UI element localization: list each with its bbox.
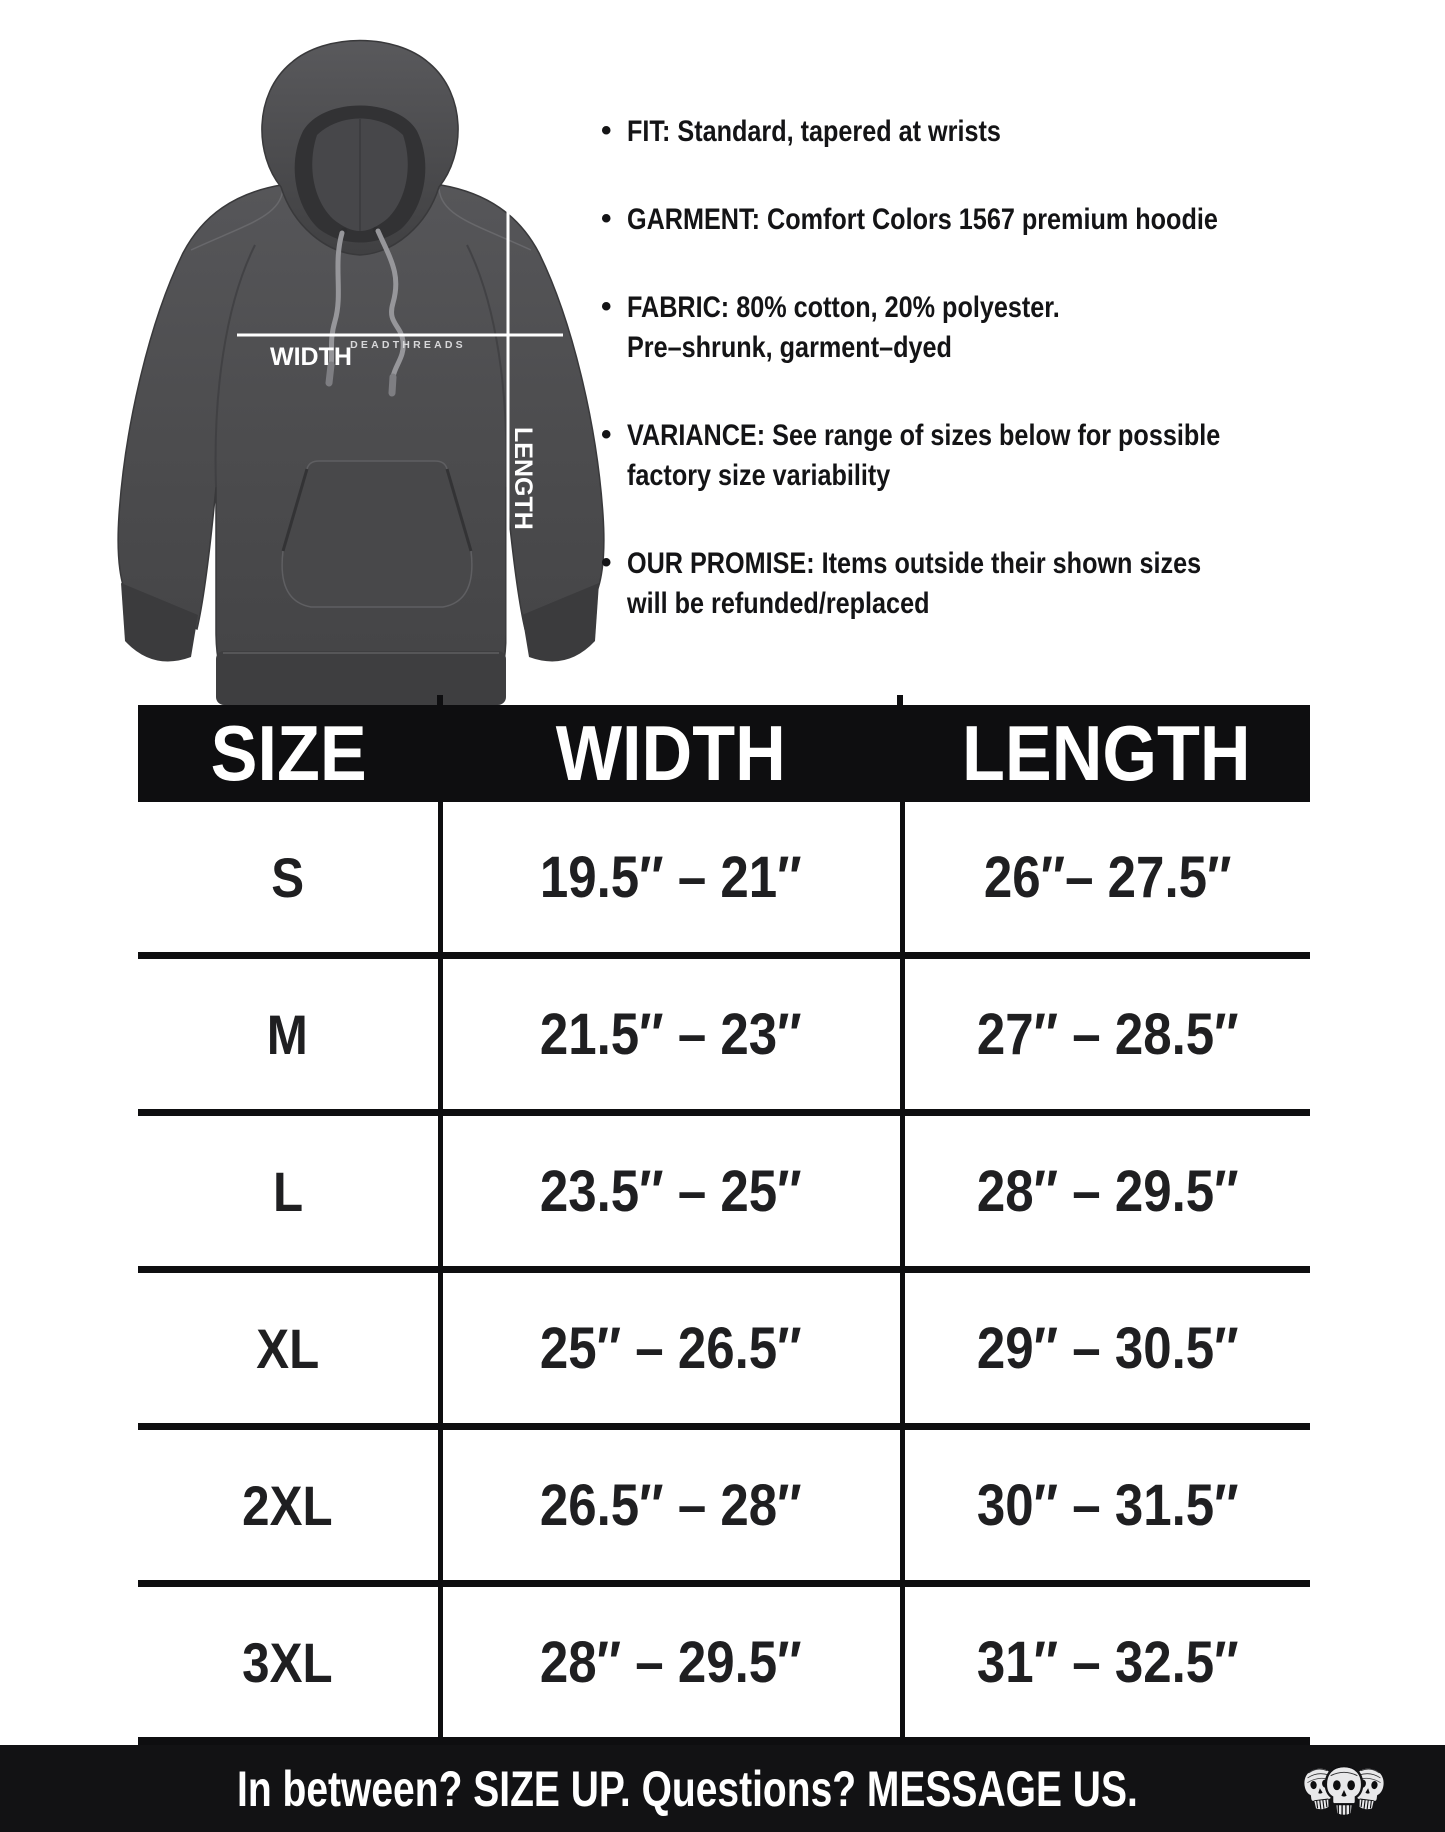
brand-text: DEADTHREADS	[350, 339, 466, 351]
table-row: L 23.5″ – 25″ 28″ – 29.5″	[138, 1109, 1310, 1270]
length-cell: 26″– 27.5″	[902, 802, 1310, 956]
drawstring-right	[375, 228, 406, 380]
width-cell: 28″ – 29.5″	[440, 1580, 905, 1742]
shoulder-stitch-right	[438, 188, 532, 251]
width-value: 23.5″ – 25″	[540, 1158, 802, 1224]
detail-item-garment: • GARMENT: Comfort Colors 1567 premium h…	[601, 200, 1218, 240]
kangaroo-pocket	[281, 460, 473, 608]
drawstring-left	[328, 230, 345, 368]
skulls-logo-icon	[1301, 1757, 1387, 1821]
size-chart-table: SIZE WIDTH LENGTH S 19.5″ – 21″ 26″– 27.…	[138, 705, 1310, 1746]
hoodie-illustration: DEADTHREADS WIDTH LENGTH	[117, 39, 605, 706]
width-cell: 21.5″ – 23″	[440, 952, 905, 1113]
header-label: LENGTH	[961, 709, 1251, 797]
size-value: L	[272, 1159, 303, 1223]
table-header-row: SIZE WIDTH LENGTH	[138, 705, 1310, 802]
length-value: 27″ – 28.5″	[976, 1001, 1239, 1067]
footer-message-text: In between? SIZE UP. Questions? MESSAGE …	[237, 1760, 1138, 1817]
cuff-left	[121, 583, 198, 662]
bullet-icon: •	[601, 418, 612, 451]
detail-text: VARIANCE: See range of sizes below for p…	[627, 419, 1221, 452]
detail-text: Pre–shrunk, garment–dyed	[627, 331, 952, 364]
size-column-header: SIZE	[138, 705, 440, 802]
size-value: 2XL	[242, 1473, 333, 1537]
bullet-icon: •	[601, 202, 612, 235]
size-cell: L	[138, 1109, 443, 1270]
size-cell: 3XL	[138, 1580, 443, 1742]
width-cell: 23.5″ – 25″	[440, 1109, 905, 1270]
header-label: WIDTH	[555, 709, 787, 797]
detail-item-fit: • FIT: Standard, tapered at wrists	[601, 112, 1186, 152]
header-label: SIZE	[210, 709, 368, 797]
table-row: XL 25″ – 26.5″ 29″ – 30.5″	[138, 1266, 1310, 1427]
hoodie-body	[117, 184, 605, 706]
product-details-list: • FIT: Standard, tapered at wrists • GAR…	[601, 112, 1220, 624]
drawstring-left-aglet	[325, 361, 335, 387]
width-value: 21.5″ – 23″	[540, 1001, 802, 1067]
detail-text: OUR PROMISE: Items outside their shown s…	[627, 547, 1202, 580]
armhole-seam-right	[466, 244, 508, 488]
size-value: M	[267, 1002, 309, 1066]
bullet-icon: •	[601, 290, 612, 323]
bullet-icon: •	[601, 546, 612, 579]
size-value: S	[271, 845, 305, 909]
length-value: 29″ – 30.5″	[976, 1315, 1239, 1381]
detail-text: FIT: Standard, tapered at wrists	[627, 115, 1001, 148]
cuff-right	[522, 583, 599, 662]
table-row: 3XL 28″ – 29.5″ 31″ – 32.5″	[138, 1580, 1310, 1742]
detail-text: GARMENT: Comfort Colors 1567 premium hoo…	[627, 203, 1218, 236]
width-value: 26.5″ – 28″	[540, 1472, 802, 1538]
width-cell: 26.5″ – 28″	[440, 1423, 905, 1584]
table-row: S 19.5″ – 21″ 26″– 27.5″	[138, 802, 1310, 956]
table-divider-tick	[897, 695, 903, 706]
width-cell: 19.5″ – 21″	[440, 802, 905, 956]
size-cell: S	[138, 802, 443, 956]
length-cell: 30″ – 31.5″	[902, 1423, 1310, 1584]
footer-bar: In between? SIZE UP. Questions? MESSAGE …	[0, 1745, 1445, 1832]
detail-item-promise: • OUR PROMISE: Items outside their shown…	[601, 544, 1201, 624]
armhole-seam-left	[214, 244, 256, 488]
size-cell: M	[138, 952, 443, 1113]
hem-band	[216, 651, 506, 705]
length-value: 28″ – 29.5″	[976, 1158, 1239, 1224]
size-cell: 2XL	[138, 1423, 443, 1584]
length-value: 31″ – 32.5″	[976, 1629, 1239, 1695]
length-cell: 28″ – 29.5″	[902, 1109, 1310, 1270]
center-skull	[1324, 1764, 1364, 1817]
bullet-icon: •	[601, 114, 612, 147]
size-value: 3XL	[242, 1630, 333, 1694]
detail-item-fabric: • FABRIC: 80% cotton, 20% polyester. Pre…	[601, 288, 1186, 368]
hoodie-size-diagram: DEADTHREADS WIDTH LENGTH	[95, 35, 625, 747]
length-cell: 27″ – 28.5″	[902, 952, 1310, 1113]
width-value: 28″ – 29.5″	[540, 1629, 802, 1695]
shoulder-stitch-left	[190, 188, 284, 251]
drawstring-right-aglet	[388, 373, 397, 397]
length-cell: 31″ – 32.5″	[902, 1580, 1310, 1742]
length-label: LENGTH	[509, 427, 537, 530]
width-label: WIDTH	[270, 343, 352, 371]
width-column-header: WIDTH	[440, 705, 902, 802]
length-value: 30″ – 31.5″	[976, 1472, 1239, 1538]
detail-text: factory size variability	[627, 459, 891, 492]
length-column-header: LENGTH	[902, 705, 1310, 802]
pocket-opening-left	[281, 468, 309, 552]
table-row: M 21.5″ – 23″ 27″ – 28.5″	[138, 952, 1310, 1113]
detail-item-variance: • VARIANCE: See range of sizes below for…	[601, 416, 1220, 496]
size-value: XL	[256, 1316, 320, 1380]
footer-message: In between? SIZE UP. Questions? MESSAGE …	[110, 1760, 1265, 1818]
pocket-opening-right	[445, 468, 473, 552]
width-value: 25″ – 26.5″	[540, 1315, 802, 1381]
length-value: 26″– 27.5″	[983, 844, 1232, 910]
detail-text: will be refunded/replaced	[627, 587, 930, 620]
length-cell: 29″ – 30.5″	[902, 1266, 1310, 1427]
size-cell: XL	[138, 1266, 443, 1427]
width-value: 19.5″ – 21″	[540, 844, 802, 910]
detail-text: FABRIC: 80% cotton, 20% polyester.	[627, 291, 1060, 324]
table-row: 2XL 26.5″ – 28″ 30″ – 31.5″	[138, 1423, 1310, 1584]
table-divider-tick	[437, 695, 443, 706]
width-cell: 25″ – 26.5″	[440, 1266, 905, 1427]
